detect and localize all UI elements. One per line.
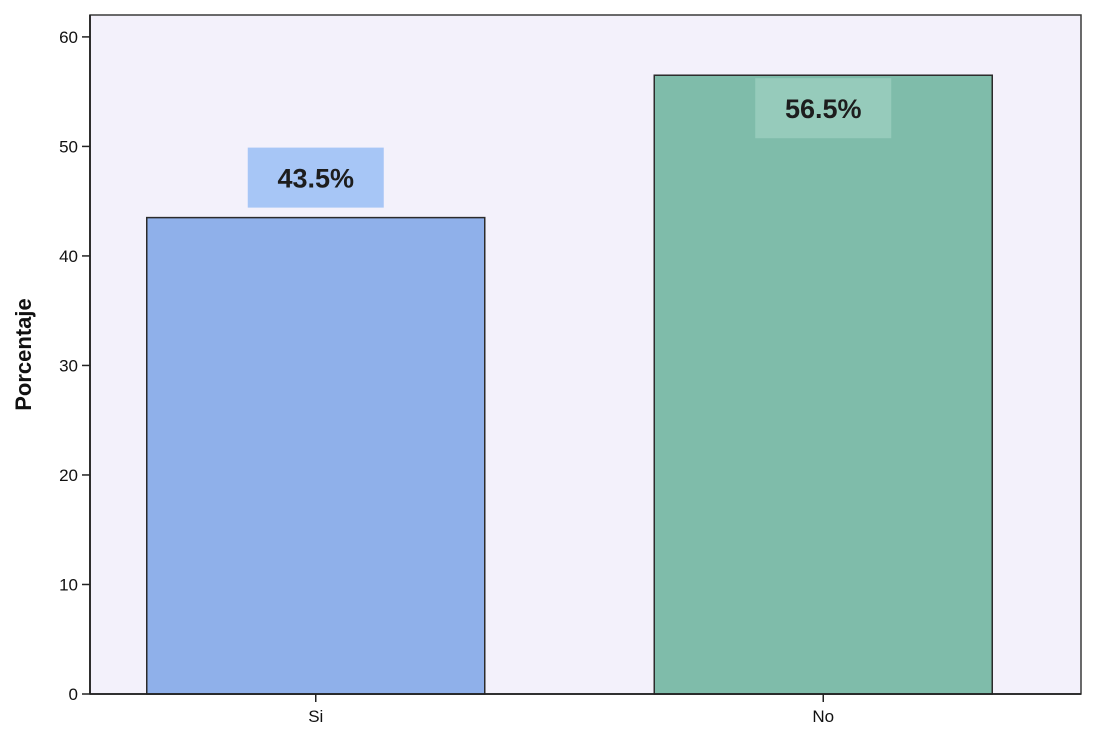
data-label-box xyxy=(247,147,384,208)
y-tick-label: 10 xyxy=(59,575,78,594)
bars xyxy=(146,74,993,695)
bar-si xyxy=(146,216,486,695)
data-label: 56.5% xyxy=(785,94,862,124)
data-labels: 43.5% 56.5% xyxy=(247,78,892,208)
x-axis-ticks: Si No xyxy=(308,694,834,726)
y-tick-label: 40 xyxy=(59,247,78,266)
y-tick-label: 0 xyxy=(69,685,78,704)
y-tick-label: 30 xyxy=(59,356,78,375)
y-tick-label: 50 xyxy=(59,137,78,156)
y-tick-label: 20 xyxy=(59,466,78,485)
y-axis-title: Porcentaje xyxy=(11,298,36,411)
bar-no xyxy=(653,74,993,695)
x-tick-label: No xyxy=(812,707,834,726)
data-label: 43.5% xyxy=(277,164,354,194)
y-axis-ticks: 0 10 20 30 40 50 60 xyxy=(59,28,90,704)
data-label-box xyxy=(755,78,892,139)
x-tick-label: Si xyxy=(308,707,323,726)
y-tick-label: 60 xyxy=(59,28,78,47)
